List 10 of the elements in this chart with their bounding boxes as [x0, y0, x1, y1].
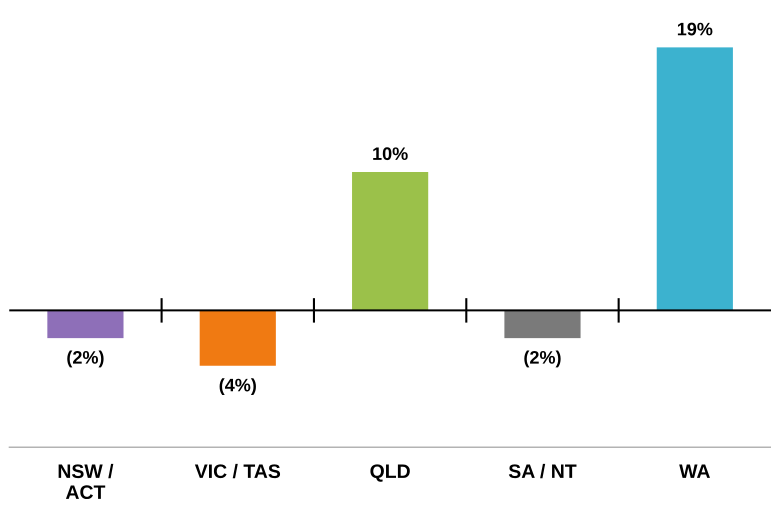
x-tick-label: VIC / TAS: [194, 464, 280, 478]
x-tick-label: NSW / ACT: [58, 464, 114, 500]
x-tick-label: WA: [679, 464, 710, 478]
data-label: (2%): [524, 350, 561, 368]
data-label: 10%: [373, 147, 408, 160]
x-tick-label: SA / NT: [508, 464, 576, 478]
data-label: (4%): [220, 378, 256, 396]
x-tick-label: QLD: [370, 464, 410, 482]
data-label: 19%: [678, 22, 712, 36]
data-label: (2%): [67, 350, 104, 368]
